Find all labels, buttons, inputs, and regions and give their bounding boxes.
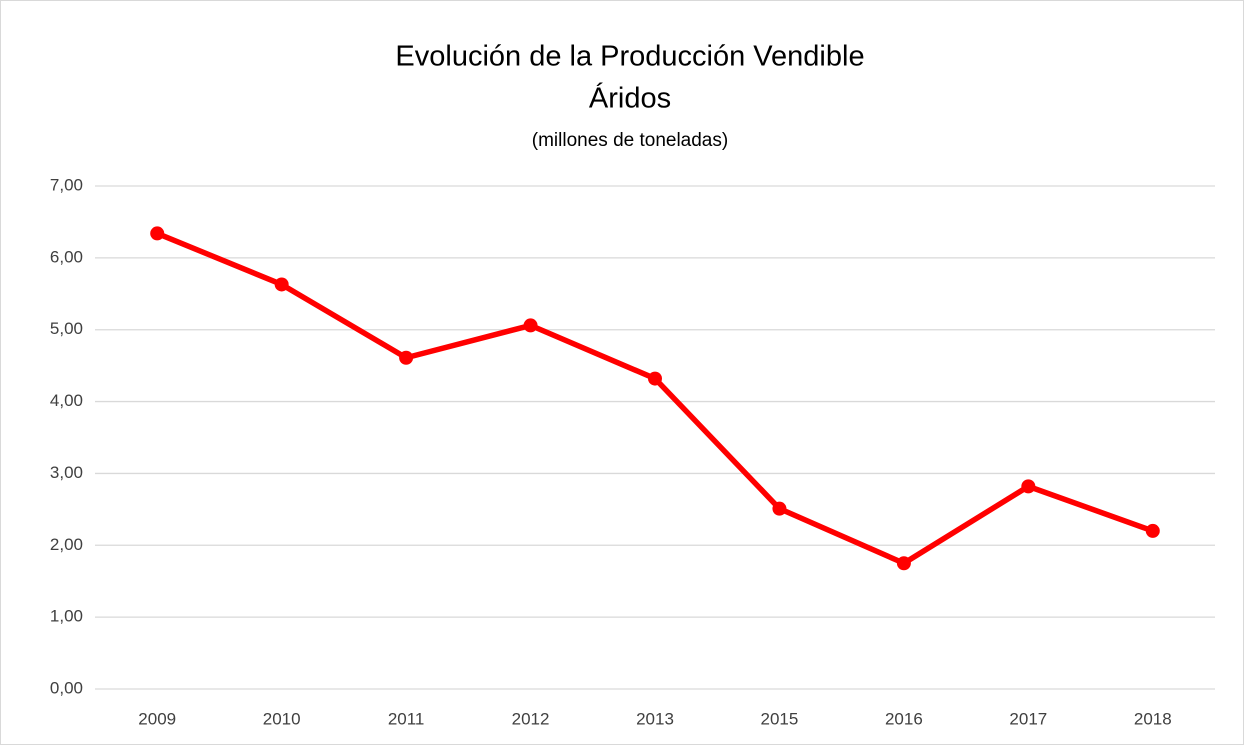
marker (772, 501, 787, 516)
y-tick-label: 7,00 (50, 175, 83, 194)
y-tick-label: 3,00 (50, 463, 83, 482)
marker (1145, 523, 1160, 538)
y-tick-label: 4,00 (50, 391, 83, 410)
x-tick-label: 2009 (138, 709, 176, 728)
x-tick-label: 2015 (761, 709, 799, 728)
marker (648, 371, 662, 386)
x-tick-label: 2012 (512, 709, 550, 728)
chart-title: Evolución de la Producción Vendible (395, 41, 864, 73)
y-tick-label: 1,00 (50, 607, 83, 626)
x-tick-label: 2013 (636, 709, 674, 728)
x-tick-label: 2016 (885, 709, 923, 728)
y-tick-label: 6,00 (50, 247, 83, 266)
marker (150, 226, 165, 241)
x-tick-label: 2018 (1134, 709, 1172, 728)
y-tick-label: 5,00 (50, 319, 83, 338)
marker (274, 277, 289, 292)
y-tick-label: 0,00 (50, 678, 83, 697)
marker (1021, 479, 1036, 494)
marker (523, 318, 538, 333)
marker (896, 556, 911, 571)
marker (399, 350, 414, 365)
chart-subtitle: (millones de toneladas) (532, 130, 728, 151)
x-tick-label: 2010 (263, 709, 301, 728)
x-tick-label: 2017 (1009, 709, 1047, 728)
chart-title: Áridos (589, 82, 671, 115)
x-tick-label: 2011 (388, 709, 425, 728)
y-tick-label: 2,00 (50, 535, 83, 554)
